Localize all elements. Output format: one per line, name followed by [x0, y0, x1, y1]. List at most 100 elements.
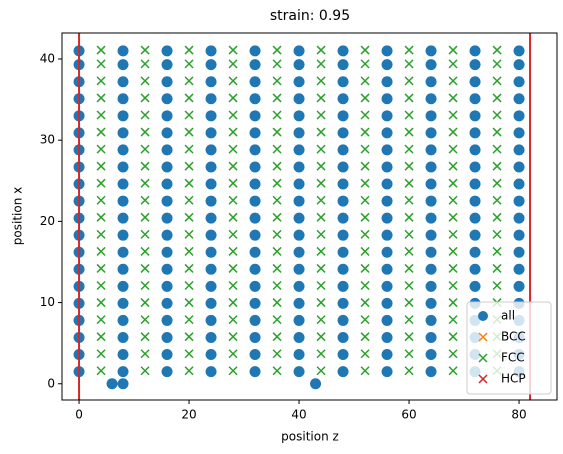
point [117, 297, 129, 309]
point [117, 93, 129, 105]
point [249, 366, 261, 378]
point [272, 212, 282, 222]
point [492, 76, 502, 86]
legend-marker [478, 353, 488, 363]
point [140, 110, 150, 120]
point [205, 349, 217, 361]
point [513, 144, 525, 156]
point [425, 212, 437, 224]
y-tick-label: 0 [47, 376, 55, 390]
point [337, 76, 349, 88]
point [272, 127, 282, 137]
point [184, 76, 194, 86]
point [205, 59, 217, 71]
point [492, 59, 502, 69]
point [205, 76, 217, 88]
point [272, 246, 282, 256]
point [381, 76, 393, 88]
point [469, 263, 481, 275]
point [425, 45, 437, 57]
point [272, 315, 282, 325]
point [249, 127, 261, 139]
point [360, 110, 370, 120]
point [469, 76, 481, 88]
point [293, 110, 305, 122]
point [205, 212, 217, 224]
point [337, 331, 349, 343]
point [249, 76, 261, 88]
point [425, 331, 437, 343]
point [205, 93, 217, 105]
point [425, 161, 437, 173]
point [381, 59, 393, 71]
point [205, 127, 217, 139]
point [117, 212, 129, 224]
point [184, 93, 194, 103]
point [205, 366, 217, 378]
point [140, 76, 150, 86]
point [381, 195, 393, 207]
point [140, 315, 150, 325]
point [337, 314, 349, 326]
point [161, 314, 173, 326]
point [140, 229, 150, 239]
point [184, 212, 194, 222]
point [316, 212, 326, 222]
point [381, 161, 393, 173]
point [425, 144, 437, 156]
point [404, 298, 414, 308]
point [205, 314, 217, 326]
point [117, 378, 129, 390]
point [228, 246, 238, 256]
point [96, 144, 106, 154]
point [161, 127, 173, 139]
point [492, 178, 502, 188]
point [140, 45, 150, 55]
point [492, 280, 502, 291]
point [96, 45, 106, 55]
point [513, 280, 525, 292]
point [469, 280, 481, 292]
point [492, 161, 502, 171]
point [140, 212, 150, 222]
point [96, 110, 106, 120]
point [360, 263, 370, 273]
point [161, 297, 173, 309]
y-tick-label: 30 [40, 133, 55, 147]
point [184, 161, 194, 171]
point [272, 76, 282, 86]
point [316, 178, 326, 188]
point [272, 161, 282, 171]
legend-label: HCP [501, 372, 526, 386]
point [228, 45, 238, 55]
point [293, 45, 305, 57]
point [140, 93, 150, 103]
point [448, 161, 458, 171]
point [293, 331, 305, 343]
point [425, 263, 437, 275]
point [184, 144, 194, 154]
point [228, 366, 238, 376]
point [448, 298, 458, 308]
point [249, 93, 261, 105]
point [404, 263, 414, 273]
point [425, 110, 437, 122]
point [448, 349, 458, 359]
point [360, 298, 370, 308]
point [106, 378, 118, 390]
point [293, 212, 305, 224]
point [381, 331, 393, 343]
point [469, 110, 481, 122]
point [404, 366, 414, 376]
point [140, 195, 150, 205]
point [140, 263, 150, 273]
point [469, 45, 481, 57]
point [205, 280, 217, 292]
point [140, 178, 150, 188]
point [404, 59, 414, 69]
point [205, 45, 217, 57]
point [96, 229, 106, 239]
point [293, 229, 305, 241]
point [140, 246, 150, 256]
